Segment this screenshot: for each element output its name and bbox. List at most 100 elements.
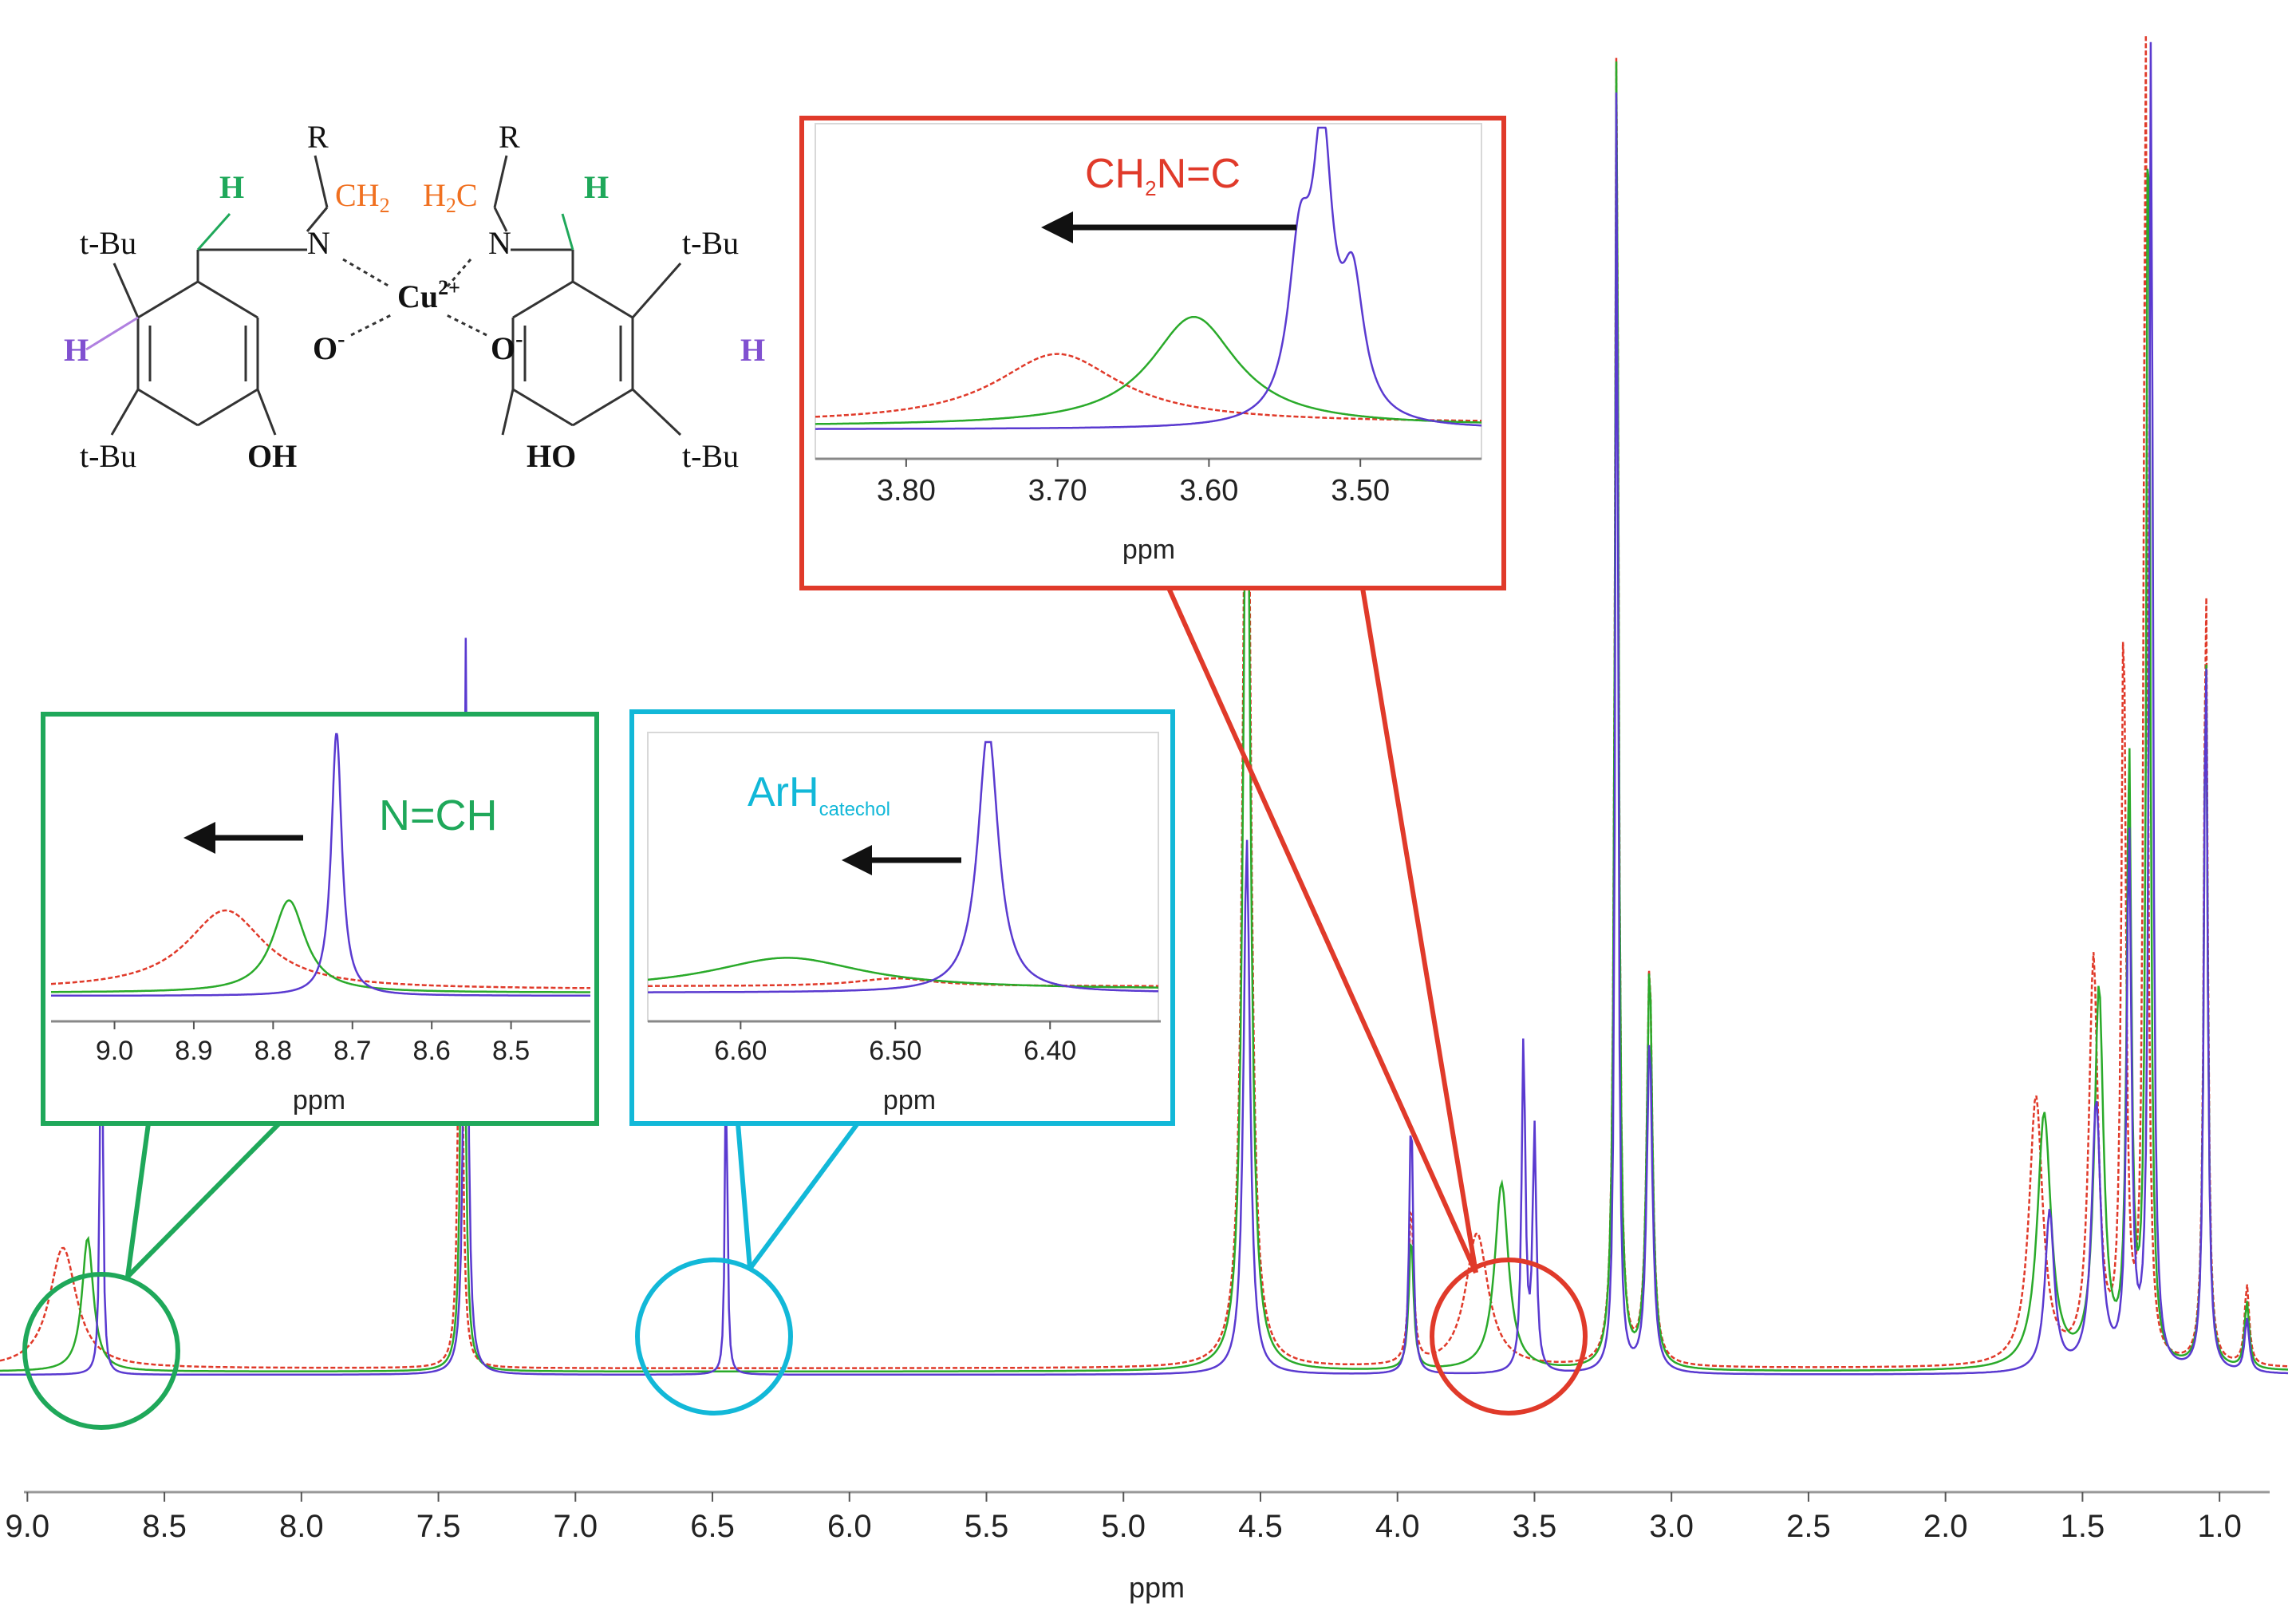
oxygen-charge: - <box>337 327 345 352</box>
inset-series-trace <box>51 732 590 997</box>
tick-label: 3.50 <box>1331 474 1390 507</box>
copper-charge: 2+ <box>438 276 460 299</box>
methylene-label: CH2 <box>335 177 390 217</box>
tick-label: 2.5 <box>1786 1509 1831 1544</box>
tbu-label: t-Bu <box>80 438 136 474</box>
oxygen-symbol: O <box>313 330 337 366</box>
tick-label: 6.40 <box>1024 1036 1076 1066</box>
inset-frame <box>41 712 599 1126</box>
tick-label: 6.50 <box>869 1036 921 1066</box>
spectrum-traces <box>0 34 2289 1376</box>
inset-title-sub: 2 <box>1145 176 1156 200</box>
tick-label: 1.5 <box>2061 1509 2105 1544</box>
oxygen-symbol: O <box>491 330 515 366</box>
inset-frame <box>799 116 1506 590</box>
tick-label: 4.5 <box>1238 1509 1283 1544</box>
x-axis-label: ppm <box>1129 1571 1185 1604</box>
methylene-h: H <box>423 177 446 213</box>
connector-ch2nc <box>1360 587 1478 1273</box>
inset-traces <box>51 732 590 997</box>
tick-label: 9.0 <box>96 1036 133 1066</box>
zoom-circle-arh <box>635 1258 793 1416</box>
tick-label: 6.0 <box>827 1509 872 1544</box>
imine-h-label: H <box>219 169 244 205</box>
main-series-trace <box>0 61 2289 1373</box>
structure-bonds <box>110 155 682 436</box>
r-group-label: R <box>307 119 329 155</box>
tick-label: 4.0 <box>1375 1509 1420 1544</box>
shift-arrow-head <box>842 845 872 875</box>
nitrogen-label: N <box>307 225 330 261</box>
h-bond <box>196 213 231 251</box>
connector-arh <box>748 1122 860 1270</box>
tick-label: 8.7 <box>333 1036 371 1066</box>
inset-ticks: 9.0 8.9 8.8 8.7 8.6 8.5 <box>96 1021 530 1066</box>
imine-h-label: H <box>584 169 609 205</box>
inset-traces <box>648 740 1158 993</box>
tick-label: 8.8 <box>254 1036 292 1066</box>
zoom-circle-nch <box>22 1272 180 1430</box>
main-series-trace <box>0 34 2289 1369</box>
tick-label: 5.0 <box>1101 1509 1146 1544</box>
zoom-circle-ch2nc <box>1430 1258 1588 1416</box>
methylene-ch: CH <box>335 177 380 213</box>
main-spectrum: 9.0 8.5 8.0 7.5 7.0 6.5 6.0 5.5 5.0 4.5 4.0 3.5 3.0 2… <box>0 34 2289 1604</box>
connector-nch <box>125 1121 282 1279</box>
inset-title-main: ArH <box>748 769 819 815</box>
nitrogen-label: N <box>488 225 511 261</box>
inset-series-trace <box>815 126 1481 430</box>
tick-label: 3.80 <box>877 474 936 507</box>
methylene-sub: 2 <box>380 194 390 217</box>
tick-label: 8.6 <box>413 1036 451 1066</box>
tick-label: 3.70 <box>1028 474 1087 507</box>
aryl-h-label: H <box>740 332 765 368</box>
tick-label: 5.5 <box>965 1509 1009 1544</box>
zoom-annotations <box>22 586 1588 1430</box>
tick-label: 9.0 <box>6 1509 50 1544</box>
tick-label: 8.9 <box>175 1036 212 1066</box>
oxygen-label: O- <box>491 327 523 366</box>
connector-ch2nc <box>1166 586 1478 1274</box>
inset-ch2nc: 3.80 3.70 3.60 3.50 ppm CH2N=C <box>799 116 1506 590</box>
inset-axis-label: ppm <box>883 1085 936 1115</box>
inset-axis-label: ppm <box>1122 535 1175 565</box>
r-group-label: R <box>499 119 520 155</box>
inset-series-trace <box>815 315 1481 425</box>
h-bond <box>561 213 574 251</box>
copper-label: Cu2+ <box>397 276 460 314</box>
aryl-h-label: H <box>64 332 89 368</box>
connector-nch <box>125 1123 151 1277</box>
oxygen-charge: - <box>515 327 523 352</box>
methylene-label: H2C <box>423 177 478 217</box>
tick-label: 8.5 <box>142 1509 187 1544</box>
tick-label: 6.5 <box>690 1509 735 1544</box>
hydroxyl-label: HO <box>527 438 576 474</box>
inset-series-trace <box>815 353 1481 422</box>
x-axis-ticks: 9.0 8.5 8.0 7.5 7.0 6.5 6.0 5.5 5.0 4.5 4.0 3.5 3.0 2… <box>6 1492 2242 1544</box>
connector-arh <box>736 1123 752 1269</box>
shift-arrow-head <box>183 822 215 854</box>
tick-label: 3.60 <box>1179 474 1238 507</box>
inset-axis-label: ppm <box>293 1085 345 1115</box>
tick-label: 7.0 <box>553 1509 598 1544</box>
methylene-c: C <box>456 177 478 213</box>
inset-nch: 9.0 8.9 8.8 8.7 8.6 8.5 ppm N=CH <box>41 712 599 1126</box>
chemical-structure: R R CH2 H2C H H N N Cu2+ O- O- t-Bu t-Bu… <box>64 119 765 474</box>
shift-arrow-head <box>1041 211 1073 243</box>
tbu-label: t-Bu <box>80 225 136 261</box>
tick-label: 8.5 <box>492 1036 530 1066</box>
inset-frame <box>629 709 1175 1126</box>
oxygen-label: O- <box>313 327 345 366</box>
tick-label: 6.60 <box>714 1036 767 1066</box>
tick-label: 3.0 <box>1649 1509 1694 1544</box>
tick-label: 7.5 <box>416 1509 461 1544</box>
tick-label: 1.0 <box>2197 1509 2242 1544</box>
methylene-sub: 2 <box>446 194 456 217</box>
inset-ticks: 3.80 3.70 3.60 3.50 <box>877 459 1390 507</box>
inset-title-main: CH <box>1085 151 1145 197</box>
inset-traces <box>815 126 1481 430</box>
inset-title: N=CH <box>379 792 498 839</box>
tick-label: 3.5 <box>1513 1509 1557 1544</box>
inset-title: CH2N=C <box>1085 151 1241 200</box>
